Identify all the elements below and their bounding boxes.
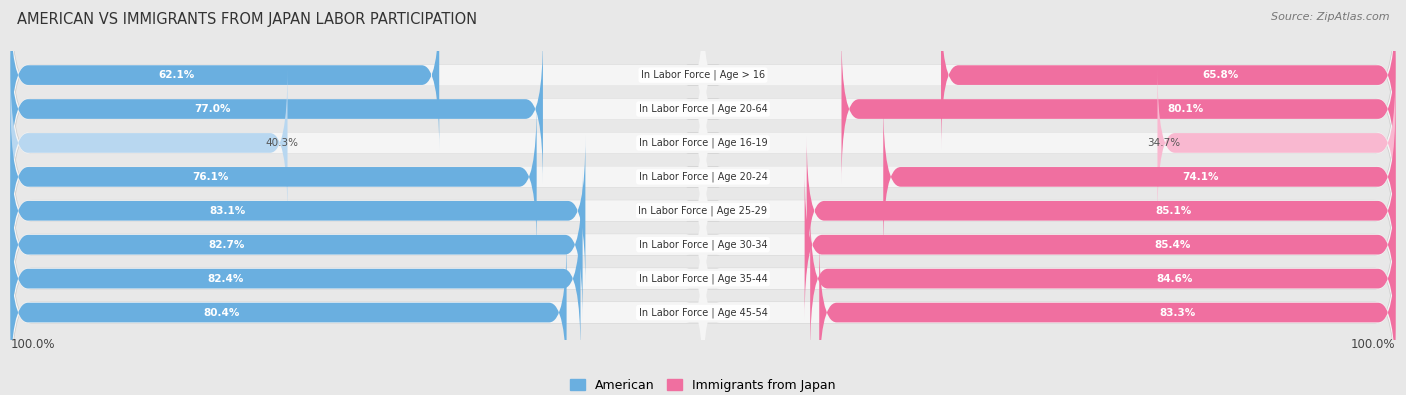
Text: 65.8%: 65.8% <box>1202 70 1239 80</box>
Text: 40.3%: 40.3% <box>264 138 298 148</box>
FancyBboxPatch shape <box>10 120 1396 302</box>
FancyBboxPatch shape <box>10 34 543 184</box>
FancyBboxPatch shape <box>10 187 1396 370</box>
FancyBboxPatch shape <box>10 0 1396 166</box>
FancyBboxPatch shape <box>703 170 1396 319</box>
FancyBboxPatch shape <box>10 103 703 251</box>
FancyBboxPatch shape <box>10 52 1396 234</box>
FancyBboxPatch shape <box>10 204 703 353</box>
FancyBboxPatch shape <box>941 0 1396 150</box>
Text: 84.6%: 84.6% <box>1157 274 1192 284</box>
Text: In Labor Force | Age 35-44: In Labor Force | Age 35-44 <box>638 273 768 284</box>
FancyBboxPatch shape <box>703 137 1396 285</box>
Text: 83.3%: 83.3% <box>1160 308 1197 318</box>
FancyBboxPatch shape <box>10 221 1396 395</box>
FancyBboxPatch shape <box>10 102 537 252</box>
Text: In Labor Force | Age 25-29: In Labor Force | Age 25-29 <box>638 205 768 216</box>
Text: Source: ZipAtlas.com: Source: ZipAtlas.com <box>1271 12 1389 22</box>
Text: In Labor Force | Age > 16: In Labor Force | Age > 16 <box>641 70 765 80</box>
FancyBboxPatch shape <box>10 35 703 183</box>
Text: 34.7%: 34.7% <box>1147 138 1180 148</box>
Text: 85.1%: 85.1% <box>1156 206 1192 216</box>
FancyBboxPatch shape <box>10 170 582 320</box>
Text: 76.1%: 76.1% <box>193 172 229 182</box>
Text: In Labor Force | Age 20-24: In Labor Force | Age 20-24 <box>638 171 768 182</box>
FancyBboxPatch shape <box>10 136 585 286</box>
Text: 100.0%: 100.0% <box>1351 338 1396 351</box>
FancyBboxPatch shape <box>820 237 1396 387</box>
FancyBboxPatch shape <box>883 102 1396 252</box>
Text: 77.0%: 77.0% <box>194 104 231 114</box>
FancyBboxPatch shape <box>842 34 1396 184</box>
Text: 80.1%: 80.1% <box>1167 104 1204 114</box>
FancyBboxPatch shape <box>10 18 1396 200</box>
Text: 83.1%: 83.1% <box>209 206 246 216</box>
FancyBboxPatch shape <box>10 1 703 149</box>
FancyBboxPatch shape <box>10 68 287 218</box>
FancyBboxPatch shape <box>703 69 1396 217</box>
FancyBboxPatch shape <box>703 103 1396 251</box>
FancyBboxPatch shape <box>703 35 1396 183</box>
FancyBboxPatch shape <box>804 170 1396 320</box>
FancyBboxPatch shape <box>10 69 703 217</box>
FancyBboxPatch shape <box>703 204 1396 353</box>
Text: 74.1%: 74.1% <box>1182 172 1219 182</box>
FancyBboxPatch shape <box>703 1 1396 149</box>
Text: In Labor Force | Age 20-64: In Labor Force | Age 20-64 <box>638 104 768 114</box>
Text: 80.4%: 80.4% <box>202 308 239 318</box>
FancyBboxPatch shape <box>810 204 1396 354</box>
FancyBboxPatch shape <box>10 86 1396 268</box>
Text: 100.0%: 100.0% <box>10 338 55 351</box>
FancyBboxPatch shape <box>10 154 1396 336</box>
Legend: American, Immigrants from Japan: American, Immigrants from Japan <box>565 374 841 395</box>
Text: 82.4%: 82.4% <box>208 274 245 284</box>
FancyBboxPatch shape <box>10 238 703 387</box>
Text: In Labor Force | Age 16-19: In Labor Force | Age 16-19 <box>638 138 768 148</box>
FancyBboxPatch shape <box>10 204 581 354</box>
FancyBboxPatch shape <box>10 0 439 150</box>
Text: AMERICAN VS IMMIGRANTS FROM JAPAN LABOR PARTICIPATION: AMERICAN VS IMMIGRANTS FROM JAPAN LABOR … <box>17 12 477 27</box>
FancyBboxPatch shape <box>1157 68 1396 218</box>
Text: 85.4%: 85.4% <box>1154 240 1191 250</box>
FancyBboxPatch shape <box>807 136 1396 286</box>
FancyBboxPatch shape <box>10 170 703 319</box>
Text: 82.7%: 82.7% <box>208 240 245 250</box>
FancyBboxPatch shape <box>703 238 1396 387</box>
Text: In Labor Force | Age 45-54: In Labor Force | Age 45-54 <box>638 307 768 318</box>
FancyBboxPatch shape <box>10 237 567 387</box>
Text: 62.1%: 62.1% <box>159 70 194 80</box>
Text: In Labor Force | Age 30-34: In Labor Force | Age 30-34 <box>638 239 768 250</box>
FancyBboxPatch shape <box>10 137 703 285</box>
